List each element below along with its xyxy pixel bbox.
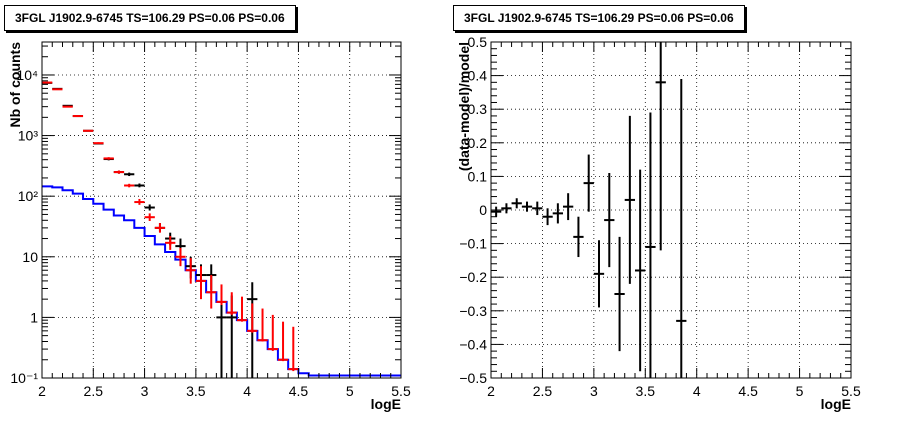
left-x-tick-label: 3.5 [186,383,206,399]
left-data-point [134,183,145,188]
left-sum-model-point [206,275,217,309]
right-residual-point [645,112,656,378]
left-sum-model-point [226,292,237,315]
right-x-axis-label: logE [821,396,851,412]
left-sum-model-point [165,236,176,250]
left-sum-model-point [72,115,84,118]
left-data-point [216,295,227,378]
left-x-tick-label: 2.5 [84,383,104,399]
right-y-tick-label: 0.4 [468,68,488,84]
right-y-tick-label: −0.3 [459,303,487,319]
left-sum-model-point [42,81,53,84]
left-sum-model-point [236,296,248,322]
right-residual-point [635,169,646,372]
left-sum-model-point [124,183,135,188]
left-sum-model-point [93,142,104,145]
left-chart-title: 3FGL J1902.9-6745 TS=106.29 PS=0.06 PS=0… [4,5,296,31]
left-sum-model-point [113,170,125,174]
left-sum-model-point [175,247,186,267]
right-residual-point [563,193,574,221]
left-sum-model-point [144,213,155,221]
left-sum-model-point [52,88,63,91]
left-y-tick-label: 1 [30,309,38,325]
right-residual-point [532,201,543,216]
left-y-tick-label: 10⁴ [16,67,38,83]
right-residual-point [624,115,635,284]
left-x-tick-label: 4 [243,383,251,399]
right-x-tick-label: 3.5 [636,383,656,399]
right-y-tick-label: −0.1 [459,236,487,252]
right-chart-title: 3FGL J1902.9-6745 TS=106.29 PS=0.06 PS=0… [453,5,745,31]
left-sum-model-point [267,314,278,351]
left-sum-model-point [83,129,94,132]
left-sum-model-point [216,284,227,306]
right-y-tick-label: 0 [479,202,487,218]
right-residual-point [491,206,502,217]
left-y-tick-label: 10² [18,188,39,204]
right-y-tick-label: −0.5 [459,370,487,386]
right-residual-point [511,198,522,209]
right-residual-point [542,208,553,226]
right-x-tick-label: 3 [590,383,598,399]
left-sum-model-point [257,308,268,342]
left-sum-model-point [247,303,258,333]
right-y-tick-label: 0.5 [468,34,488,50]
left-sum-model-point [154,223,166,233]
right-residual-point [501,203,512,214]
right-x-tick-label: 4.5 [738,383,758,399]
right-y-tick-label: 0.3 [468,101,488,117]
left-x-tick-label: 3 [141,383,149,399]
right-residual-point [521,201,533,212]
left-x-tick-label: 5.5 [391,383,411,399]
right-x-tick-label: 2 [487,383,495,399]
left-sum-model-point [62,105,73,108]
left-sum-model-point [288,326,299,372]
left-y-axis-label: Nb of counts [7,42,23,128]
right-x-tick-label: 2.5 [533,383,553,399]
left-data-point [124,172,135,177]
left-y-tick-label: 10⁻¹ [10,370,38,386]
left-sum-model-point [103,157,114,160]
right-residual-point [583,154,594,212]
right-residual-point [573,216,584,258]
right-y-tick-label: 0.2 [468,135,488,151]
left-x-axis-label: logE [371,396,401,412]
right-y-tick-label: 0.1 [468,168,488,184]
left-y-tick-label: 10 [22,249,38,265]
right-residual-point [614,236,625,352]
left-x-tick-label: 2 [38,383,46,399]
left-sum-model-point [195,266,207,300]
right-residual-point [593,240,605,308]
left-data-point [144,204,155,211]
right-x-tick-label: 5.5 [841,383,861,399]
right-x-tick-label: 5 [796,383,804,399]
right-y-tick-label: −0.2 [459,269,487,285]
right-residual-point [655,42,666,251]
left-x-tick-label: 5 [346,383,354,399]
right-residual-point [604,173,615,268]
left-y-tick-label: 10³ [18,128,39,144]
right-residual-point [552,203,563,224]
right-y-axis-label: (data-model)/model [456,42,472,171]
left-x-tick-label: 4.5 [289,383,309,399]
left-sum-model-point [185,258,196,284]
right-x-tick-label: 4 [693,383,701,399]
left-sum-model-point [277,321,289,362]
right-residual-point [676,78,687,378]
right-y-tick-label: −0.4 [459,336,487,352]
left-sum-model-point [134,198,145,205]
